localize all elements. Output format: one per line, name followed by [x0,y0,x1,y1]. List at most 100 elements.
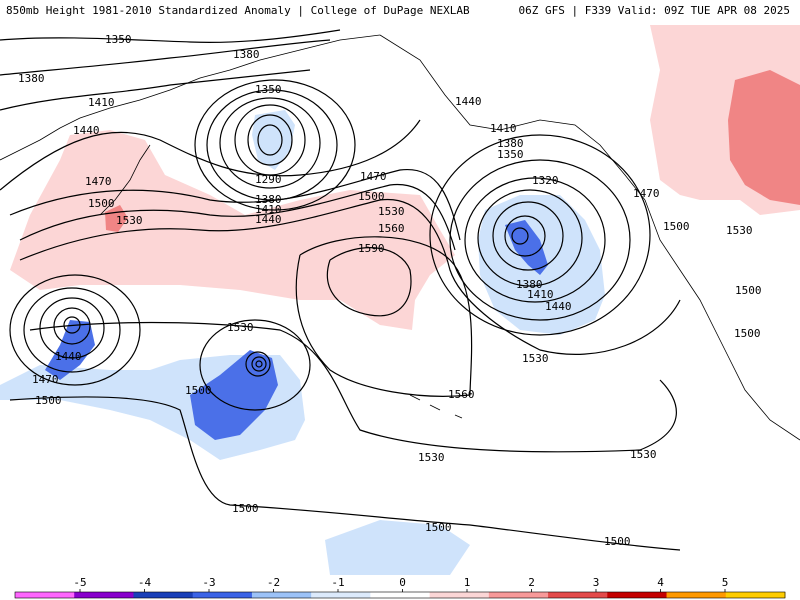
contour-gulf-1440 [449,159,631,321]
contour-label: 1500 [604,535,631,548]
contour-1530-central [29,321,677,453]
contour-label: 1530 [418,451,445,464]
colorbar-segments [14,591,786,599]
colorbar-segment [666,592,727,598]
contour-label: 1500 [358,190,385,203]
colorbar-tick-label: -4 [138,576,152,589]
colorbar-segment [370,592,431,598]
colorbar-tick-label: -5 [73,576,86,589]
contour-label: 1410 [527,288,554,301]
map-title: 850mb Height 1981-2010 Standardized Anom… [6,4,470,17]
contour-1350-north [0,29,341,43]
contour-label: 1500 [734,327,761,340]
negative-anomaly-shading [0,110,605,575]
contour-label: 1500 [735,284,762,297]
anomaly-map: 1350 1380 1380 1410 1440 1350 1290 1380 … [0,20,800,575]
contour-1500-south [9,396,681,551]
contour-bering-1290 [257,124,283,156]
anomaly-neg-west-low [45,320,95,380]
contour-bering-1380 [219,97,321,189]
contour-gulf-1350 [492,201,564,271]
contour-1410-north [0,69,311,111]
coast-islands [409,394,463,419]
contour-bering-1350 [234,104,306,176]
colorbar-tick-label: -1 [331,576,344,589]
contour-west-1410 [53,307,91,345]
contour-west-1440 [39,297,105,359]
contour-1590 [326,247,412,317]
contour-1500-band [19,183,456,251]
contour-label: 1350 [497,148,524,161]
contour-label: 1500 [35,394,62,407]
contour-label: 1380 [516,278,543,291]
height-contours [0,29,681,551]
contour-label: 1500 [185,384,212,397]
contour-label: 1410 [255,203,282,216]
contour-central-1470 [251,356,267,372]
contour-label: 1560 [448,388,475,401]
contour-1530-band [19,198,681,355]
contour-label: 1470 [633,187,660,200]
colorbar-segment [133,592,194,598]
contour-west-1500 [9,274,141,386]
contour-label: 1320 [532,174,559,187]
contour-label: 1470 [32,373,59,386]
contour-label: 1410 [88,96,115,109]
anomaly-neg-central-core [190,350,278,440]
anomaly-neg-south [325,520,470,575]
contour-1560 [295,236,473,397]
contour-label: 1440 [455,95,482,108]
colorbar-segment [74,592,134,598]
anomaly-pos-west-coast-core [728,70,800,205]
contour-label: 1500 [425,521,452,534]
colorbar-tick-label: 0 [399,576,406,589]
contour-label: 1530 [522,352,549,365]
colorbar-tick-label: -2 [267,576,280,589]
contour-label: 1440 [73,124,100,137]
contour-label: 1440 [55,350,82,363]
contour-label: 1470 [85,175,112,188]
contour-central-1500 [245,351,271,377]
colorbar-segment [429,592,490,598]
contour-label: 1470 [360,170,387,183]
contour-bering-1440 [194,79,356,211]
colorbar-segment [192,592,253,598]
contour-label: 1440 [545,300,572,313]
colorbar-outline [14,591,786,599]
contour-label: 1380 [18,72,45,85]
contour-label: 1380 [233,48,260,61]
contour-label: 1410 [490,122,517,135]
contour-label: 1380 [497,137,524,150]
contour-1380-north [0,39,331,76]
contour-gulf-1380 [477,189,583,287]
contour-label: 1530 [726,224,753,237]
contour-label: 1350 [105,33,132,46]
coast-north-america [644,199,800,441]
contour-label: 1530 [630,448,657,461]
contour-gulf-1320 [504,215,546,257]
contour-label: 1500 [88,197,115,210]
contour-label: 1350 [255,83,282,96]
anomaly-neg-bering-low [252,110,295,170]
colorbar-segment [15,592,75,598]
coast-asia [0,34,381,161]
contour-label: 1500 [232,502,259,515]
colorbar-tick-label: 4 [657,576,664,589]
contour-central-1530 [199,319,311,411]
contour-label: 1560 [378,222,405,235]
colorbar-segment [488,592,549,598]
contour-gulf-1410 [464,177,606,303]
anomaly-colorbar: -5 -4 -3 -2 -1 0 1 2 3 4 5 [0,575,800,600]
contour-bering-1410 [206,89,338,201]
contour-labels: 1350 1380 1380 1410 1440 1350 1290 1380 … [18,33,762,548]
contour-gulf-1290 [511,227,529,245]
colorbar-tick-label: 5 [722,576,729,589]
colorbar-segment [548,592,608,598]
colorbar-segment [311,592,371,598]
map-header: 850mb Height 1981-2010 Standardized Anom… [0,0,800,20]
colorbar-ticks: -5 -4 -3 -2 -1 0 1 2 3 4 5 [73,576,728,592]
contour-central-1440 [255,360,263,368]
colorbar-tick-label: -3 [202,576,215,589]
contour-west-1470 [23,287,121,373]
contour-label: 1440 [255,213,282,226]
